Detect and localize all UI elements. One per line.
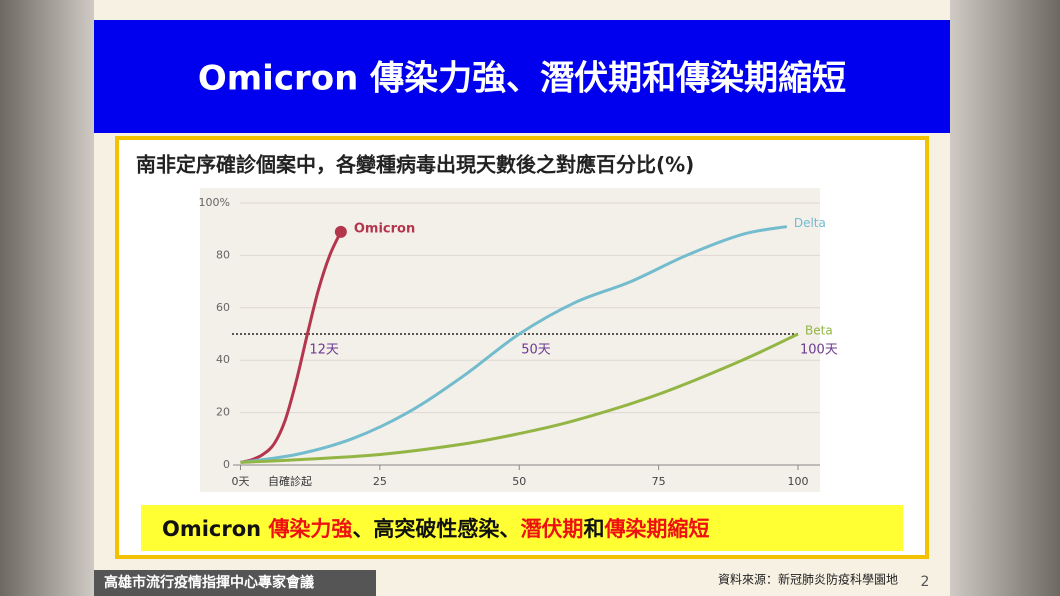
y-tick-label: 60 <box>216 301 230 314</box>
annotation: 50天 <box>521 343 551 358</box>
side-right <box>950 0 1060 596</box>
series-label: Omicron <box>354 221 415 236</box>
callout-part: 傳染期縮短 <box>603 517 709 541</box>
series-line <box>240 332 799 464</box>
header-bar <box>94 20 950 133</box>
x-axis-label: 自確診起 <box>268 474 312 488</box>
title: Omicron 傳染力強、潛伏期和傳染期縮短 <box>198 59 846 99</box>
callout-bg <box>141 505 903 551</box>
series-label: Beta <box>805 324 833 338</box>
y-tick-label: 0 <box>223 458 230 471</box>
y-tick-label: 40 <box>216 353 230 366</box>
y-tick-label: 100% <box>199 196 230 209</box>
callout: Omicron 傳染力強、高突破性感染、潛伏期和傳染期縮短 <box>162 517 709 541</box>
annotation: 12天 <box>309 343 339 358</box>
callout-part: 和 <box>583 517 604 541</box>
series-line <box>240 225 788 464</box>
page-number: 2 <box>921 574 930 590</box>
callout-part: 、高突破性感染、 <box>352 517 520 541</box>
side-left <box>0 0 94 596</box>
x-tick-label: 75 <box>652 475 666 488</box>
callout-part: Omicron <box>162 517 268 541</box>
x-tick-label: 0天 <box>232 475 250 488</box>
series-label: Delta <box>794 216 826 230</box>
y-tick-label: 20 <box>216 406 230 419</box>
x-tick-label: 100 <box>788 475 809 488</box>
end-marker <box>334 225 347 238</box>
y-tick-label: 80 <box>216 248 230 261</box>
footer-org: 高雄市流行疫情指揮中心專家會議 <box>104 574 314 591</box>
series-line <box>240 231 343 464</box>
subtitle: 南非定序確診個案中，各變種病毒出現天數後之對應百分比(%) <box>136 153 694 177</box>
footer-source: 資料來源：新冠肺炎防疫科學園地 <box>718 572 898 587</box>
annotation: 100天 <box>800 343 838 358</box>
footer-bar <box>94 570 376 596</box>
callout-part: 潛伏期 <box>520 517 583 541</box>
callout-part: 傳染力強 <box>267 517 352 541</box>
x-tick-label: 25 <box>373 475 387 488</box>
x-tick-label: 50 <box>512 475 526 488</box>
